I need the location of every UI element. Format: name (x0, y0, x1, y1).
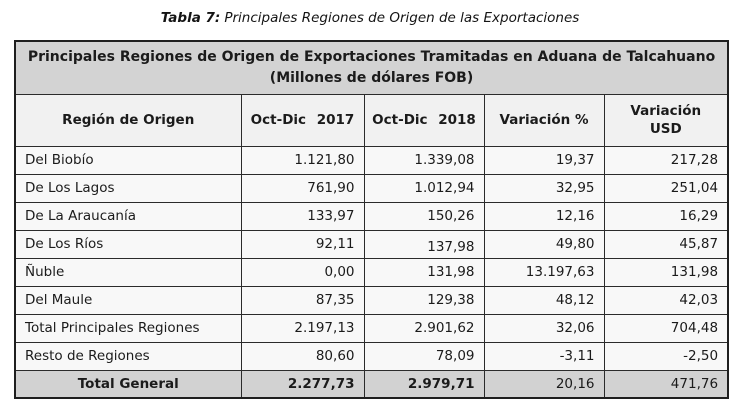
value-cell: 32,95 (483, 173, 605, 203)
value-cell: 2.277,73 (240, 369, 365, 399)
value-cell: 133,97 (240, 201, 365, 231)
table-title-line1: Principales Regiones de Origen de Export… (27, 48, 716, 65)
column-header-variacion-usd-line2: USD (649, 121, 682, 137)
value-cell: 42,03 (603, 285, 729, 315)
table-title-line2: (Millones de dólares FOB) (269, 69, 474, 86)
value-cell: 1.121,80 (240, 145, 365, 175)
value-cell: 1.012,94 (363, 173, 485, 203)
table-row: Resto de Regiones 80,60 78,09 -3,11 -2,5… (14, 341, 729, 371)
table-row: Del Biobío 1.121,80 1.339,08 19,37 217,2… (14, 145, 729, 175)
table-row: De La Araucanía 133,97 150,26 12,16 16,2… (14, 201, 729, 231)
value-cell: 49,80 (483, 229, 605, 259)
value-cell: 78,09 (363, 341, 485, 371)
region-label-cell: Del Biobío (14, 145, 242, 175)
table-row: Total Principales Regiones 2.197,13 2.90… (14, 313, 729, 343)
value-cell: 0,00 (240, 257, 365, 287)
region-label-cell: De Los Lagos (14, 173, 242, 203)
region-label-cell: Total Principales Regiones (14, 313, 242, 343)
value-cell: 704,48 (603, 313, 729, 343)
column-header-oct-dic-2018: Oct-Dic 2018 (363, 93, 485, 147)
value-cell: 19,37 (483, 145, 605, 175)
value-cell: -3,11 (483, 341, 605, 371)
value-cell: 251,04 (603, 173, 729, 203)
table-row: Del Maule 87,35 129,38 48,12 42,03 (14, 285, 729, 315)
value-cell: 80,60 (240, 341, 365, 371)
exports-table: Principales Regiones de Origen de Export… (14, 40, 730, 399)
value-cell: 131,98 (363, 257, 485, 287)
caption-text: Principales Regiones de Origen de las Ex… (224, 10, 580, 26)
table-caption: Tabla 7: Principales Regiones de Origen d… (0, 10, 740, 26)
value-cell: 92,11 (240, 229, 365, 259)
value-cell: -2,50 (603, 341, 729, 371)
region-label-cell: Del Maule (14, 285, 242, 315)
value-cell: 2.901,62 (363, 313, 485, 343)
value-cell: 131,98 (603, 257, 729, 287)
value-cell: 761,90 (240, 173, 365, 203)
region-label-cell: De Los Ríos (14, 229, 242, 259)
value-cell: 1.339,08 (363, 145, 485, 175)
column-header-variacion-pct: Variación % (483, 93, 605, 147)
region-label-cell: De La Araucanía (14, 201, 242, 231)
caption-prefix: Tabla 7: (160, 10, 221, 26)
region-label-cell: Ñuble (14, 257, 242, 287)
value-cell: 87,35 (240, 285, 365, 315)
column-header-variacion-usd-line1: Variación (630, 102, 702, 119)
table-title-row: Principales Regiones de Origen de Export… (14, 40, 729, 95)
table-title: Principales Regiones de Origen de Export… (14, 40, 729, 95)
column-header-region: Región de Origen (14, 93, 242, 147)
value-cell: 13.197,63 (483, 257, 605, 287)
value-cell: 471,76 (603, 369, 729, 399)
column-header-oct-dic-2017: Oct-Dic 2017 (240, 93, 365, 147)
value-cell: 20,16 (483, 369, 605, 399)
value-cell: 16,29 (603, 201, 729, 231)
value-cell: 137,98 (363, 229, 485, 259)
table-row: Ñuble 0,00 131,98 13.197,63 131,98 (14, 257, 729, 287)
column-header-row: Región de Origen Oct-Dic 2017 Oct-Dic 20… (14, 93, 729, 147)
value-cell: 12,16 (483, 201, 605, 231)
value-cell: 2.197,13 (240, 313, 365, 343)
value-cell: 48,12 (483, 285, 605, 315)
value-cell: 45,87 (603, 229, 729, 259)
table-row: De Los Ríos 92,11 137,98 49,80 45,87 (14, 229, 729, 259)
region-label-cell: Total General (14, 369, 242, 399)
column-header-variacion-usd: Variación USD (603, 93, 729, 147)
value-cell: 217,28 (603, 145, 729, 175)
value-cell: 32,06 (483, 313, 605, 343)
table-row: De Los Lagos 761,90 1.012,94 32,95 251,0… (14, 173, 729, 203)
region-label-cell: Resto de Regiones (14, 341, 242, 371)
value-cell: 2.979,71 (363, 369, 485, 399)
total-general-row: Total General 2.277,73 2.979,71 20,16 47… (14, 369, 729, 399)
value-cell: 150,26 (363, 201, 485, 231)
value-cell: 129,38 (363, 285, 485, 315)
